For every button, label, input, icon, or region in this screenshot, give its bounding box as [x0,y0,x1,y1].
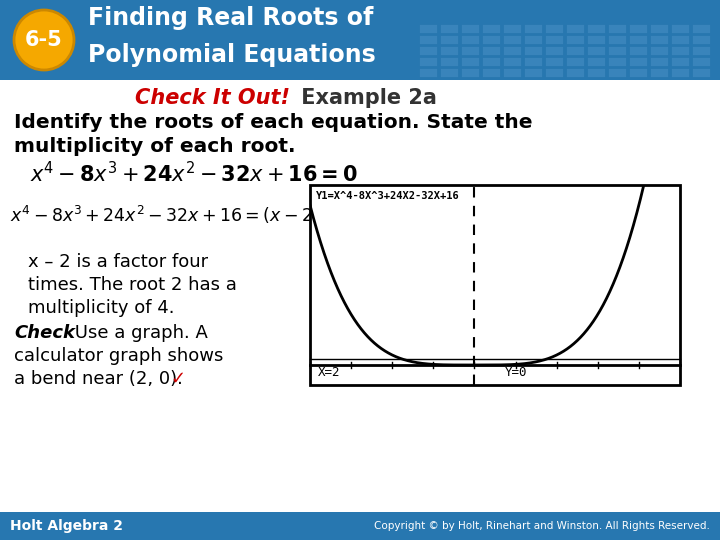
Text: Example 2a: Example 2a [294,88,437,108]
FancyBboxPatch shape [588,36,605,44]
FancyBboxPatch shape [630,69,647,77]
Circle shape [14,10,74,70]
FancyBboxPatch shape [693,36,710,44]
FancyBboxPatch shape [609,25,626,33]
Text: Identify the roots of each equation. State the: Identify the roots of each equation. Sta… [14,112,533,132]
Text: Use a graph. A: Use a graph. A [69,324,208,342]
FancyBboxPatch shape [630,47,647,55]
FancyBboxPatch shape [567,69,584,77]
FancyBboxPatch shape [567,25,584,33]
FancyBboxPatch shape [567,58,584,66]
FancyBboxPatch shape [651,36,668,44]
Text: Y=0: Y=0 [505,366,528,379]
Text: Y1=X^4-8X^3+24X2-32X+16: Y1=X^4-8X^3+24X2-32X+16 [316,191,460,201]
Text: $\mathit{x}^4 - \mathbf{8}\mathit{x}^3 + \mathbf{24}\mathit{x}^2 - \mathbf{32}\m: $\mathit{x}^4 - \mathbf{8}\mathit{x}^3 +… [30,161,358,187]
FancyBboxPatch shape [546,47,563,55]
FancyBboxPatch shape [567,47,584,55]
FancyBboxPatch shape [462,25,479,33]
FancyBboxPatch shape [546,36,563,44]
FancyBboxPatch shape [0,0,720,80]
FancyBboxPatch shape [0,512,720,540]
FancyBboxPatch shape [525,36,542,44]
FancyBboxPatch shape [462,47,479,55]
FancyBboxPatch shape [693,25,710,33]
Text: a bend near (2, 0).: a bend near (2, 0). [14,370,183,388]
FancyBboxPatch shape [651,58,668,66]
FancyBboxPatch shape [588,25,605,33]
Text: ✓: ✓ [170,370,185,388]
FancyBboxPatch shape [609,58,626,66]
Text: X=2: X=2 [318,366,341,379]
FancyBboxPatch shape [483,69,500,77]
Text: Polynomial Equations: Polynomial Equations [88,43,376,67]
FancyBboxPatch shape [630,25,647,33]
FancyBboxPatch shape [483,25,500,33]
FancyBboxPatch shape [525,25,542,33]
Text: multiplicity of 4.: multiplicity of 4. [28,299,174,317]
FancyBboxPatch shape [546,58,563,66]
FancyBboxPatch shape [609,47,626,55]
FancyBboxPatch shape [483,47,500,55]
Text: $x^4 - 8x^3 + 24x^2 - 32x + 16 = (x - 2)(x - 2)(x - 2)(x - 2)$: $x^4 - 8x^3 + 24x^2 - 32x + 16 = (x - 2)… [10,204,488,226]
FancyBboxPatch shape [441,36,458,44]
Text: Holt Algebra 2: Holt Algebra 2 [10,519,123,533]
FancyBboxPatch shape [504,58,521,66]
Text: Check It Out!: Check It Out! [135,88,290,108]
FancyBboxPatch shape [546,69,563,77]
FancyBboxPatch shape [483,58,500,66]
FancyBboxPatch shape [441,69,458,77]
FancyBboxPatch shape [693,47,710,55]
Text: Copyright © by Holt, Rinehart and Winston. All Rights Reserved.: Copyright © by Holt, Rinehart and Winsto… [374,521,710,531]
FancyBboxPatch shape [630,58,647,66]
FancyBboxPatch shape [672,47,689,55]
FancyBboxPatch shape [504,36,521,44]
FancyBboxPatch shape [630,36,647,44]
FancyBboxPatch shape [525,69,542,77]
Text: multiplicity of each root.: multiplicity of each root. [14,138,295,157]
FancyBboxPatch shape [462,58,479,66]
Text: 6-5: 6-5 [25,30,63,50]
Text: x – 2 is a factor four: x – 2 is a factor four [28,253,208,271]
FancyBboxPatch shape [441,25,458,33]
FancyBboxPatch shape [441,47,458,55]
FancyBboxPatch shape [567,36,584,44]
Text: Check: Check [14,324,75,342]
FancyBboxPatch shape [672,69,689,77]
FancyBboxPatch shape [651,25,668,33]
FancyBboxPatch shape [588,69,605,77]
FancyBboxPatch shape [420,69,437,77]
FancyBboxPatch shape [651,47,668,55]
FancyBboxPatch shape [693,58,710,66]
FancyBboxPatch shape [462,36,479,44]
FancyBboxPatch shape [672,36,689,44]
Bar [310,185,680,385]
FancyBboxPatch shape [651,69,668,77]
FancyBboxPatch shape [588,58,605,66]
Bar [310,185,680,385]
FancyBboxPatch shape [588,47,605,55]
FancyBboxPatch shape [420,58,437,66]
FancyBboxPatch shape [525,47,542,55]
FancyBboxPatch shape [672,25,689,33]
FancyBboxPatch shape [693,69,710,77]
Text: calculator graph shows: calculator graph shows [14,347,223,365]
FancyBboxPatch shape [420,47,437,55]
FancyBboxPatch shape [420,25,437,33]
Text: Finding Real Roots of: Finding Real Roots of [88,6,374,30]
Text: times. The root 2 has a: times. The root 2 has a [28,276,237,294]
FancyBboxPatch shape [504,47,521,55]
FancyBboxPatch shape [483,36,500,44]
FancyBboxPatch shape [609,36,626,44]
FancyBboxPatch shape [672,58,689,66]
FancyBboxPatch shape [609,69,626,77]
FancyBboxPatch shape [546,25,563,33]
FancyBboxPatch shape [462,69,479,77]
FancyBboxPatch shape [441,58,458,66]
FancyBboxPatch shape [420,36,437,44]
FancyBboxPatch shape [504,25,521,33]
FancyBboxPatch shape [525,58,542,66]
FancyBboxPatch shape [504,69,521,77]
